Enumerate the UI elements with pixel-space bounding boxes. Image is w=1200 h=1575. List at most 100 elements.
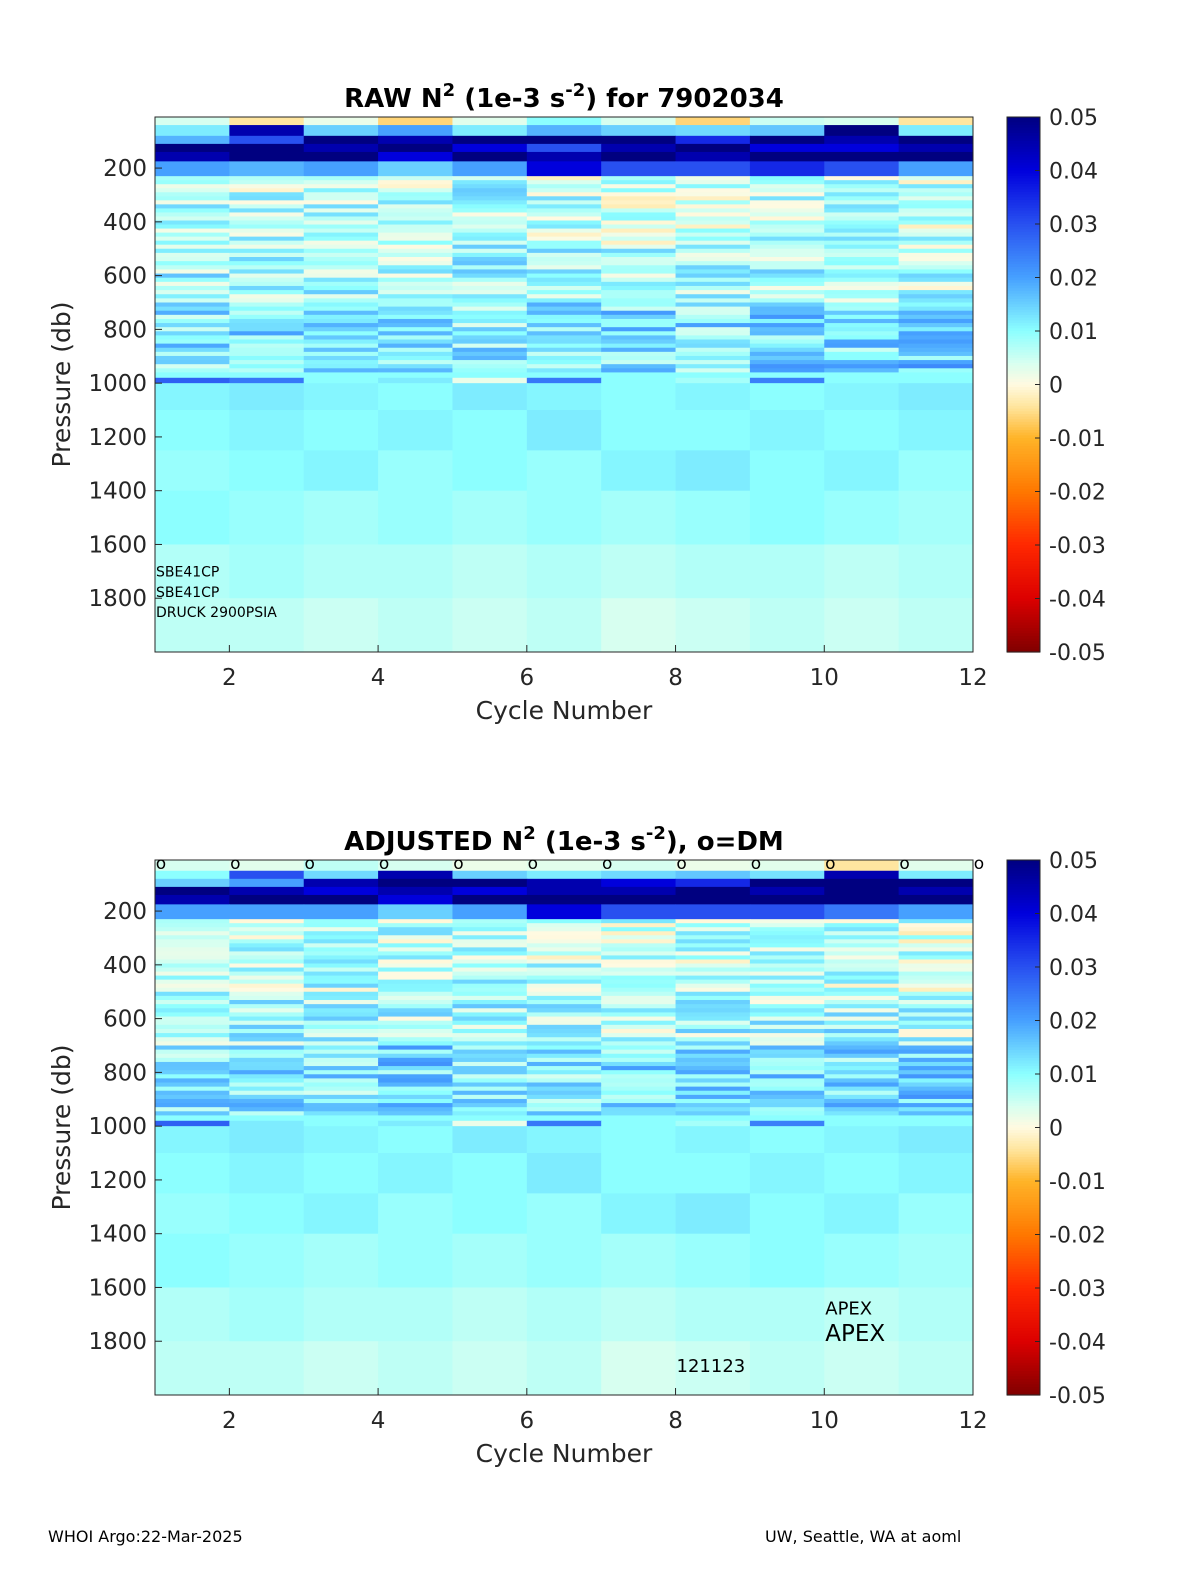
heatmap-cell xyxy=(229,310,305,316)
colorbar-swatch xyxy=(1007,470,1040,474)
colorbar-swatch xyxy=(1007,1325,1040,1329)
colorbar-swatch xyxy=(1007,224,1040,228)
heatmap-cell xyxy=(675,1098,751,1104)
heatmap-cell xyxy=(155,220,230,226)
heatmap-cell xyxy=(601,314,677,320)
heatmap-cell xyxy=(378,176,453,181)
heatmap-cell xyxy=(303,248,379,254)
heatmap-cell xyxy=(452,180,528,185)
chart-panel-adjusted: 2 4 6 8 10 1220040060080010001200140016001800… xyxy=(47,823,1106,1468)
colorbar-swatch xyxy=(1007,932,1040,936)
heatmap-cell xyxy=(601,377,677,384)
heatmap-cell xyxy=(749,208,825,213)
colorbar-swatch xyxy=(1007,427,1040,431)
colorbar-swatch xyxy=(1007,1242,1040,1246)
heatmap-cell xyxy=(675,220,751,226)
heatmap-cell xyxy=(824,1000,900,1005)
colorbar-swatch xyxy=(1007,1378,1040,1383)
colorbar-swatch xyxy=(1007,956,1040,960)
colorbar-swatch xyxy=(1007,1143,1040,1147)
heatmap-cell xyxy=(155,1126,230,1154)
heatmap-cell xyxy=(378,377,453,384)
heatmap-cell xyxy=(749,331,825,336)
heatmap-cell xyxy=(155,987,230,993)
heatmap-cell xyxy=(675,351,751,357)
heatmap-cell xyxy=(378,860,453,872)
heatmap-cell xyxy=(526,963,602,969)
heatmap-cell xyxy=(452,1287,528,1342)
heatmap-cell xyxy=(526,1041,602,1047)
heatmap-cell xyxy=(452,1193,528,1235)
heatmap-cell xyxy=(303,335,379,341)
colorbar-swatch xyxy=(1007,566,1040,570)
colorbar-swatch xyxy=(1007,349,1040,353)
colorbar-swatch xyxy=(1007,988,1040,992)
y-tick-label: 1400 xyxy=(88,1222,147,1248)
heatmap-cell xyxy=(675,1233,751,1288)
heatmap-cell xyxy=(452,273,528,279)
colorbar-swatch xyxy=(1007,1320,1040,1324)
heatmap-cell xyxy=(526,383,602,411)
heatmap-cell xyxy=(824,265,900,270)
heatmap-cell xyxy=(749,314,825,320)
heatmap-cell xyxy=(675,117,751,126)
heatmap-cell xyxy=(824,1037,900,1042)
heatmap-cell xyxy=(452,355,528,361)
colorbar-swatch xyxy=(1007,1207,1040,1212)
heatmap-cell xyxy=(601,987,677,993)
heatmap-cell xyxy=(824,967,900,973)
heatmap-cell xyxy=(155,117,230,126)
heatmap-cell xyxy=(898,331,974,336)
colorbar-swatch xyxy=(1007,298,1040,303)
colorbar-swatch xyxy=(1007,1095,1040,1099)
heatmap-cell xyxy=(601,302,677,308)
colorbar-swatch xyxy=(1007,413,1040,418)
heatmap-cell xyxy=(675,1041,751,1047)
heatmap-cell xyxy=(303,1066,379,1071)
colorbar-swatch xyxy=(1007,360,1040,364)
heatmap-cell xyxy=(452,331,528,336)
heatmap-cell xyxy=(898,923,974,928)
heatmap-cell xyxy=(675,1090,751,1096)
heatmap-cell xyxy=(155,318,230,324)
colorbar-swatch xyxy=(1007,435,1040,439)
heatmap-cell xyxy=(378,1107,453,1112)
colorbar-swatch xyxy=(1007,1100,1040,1105)
heatmap-cell xyxy=(378,228,453,234)
heatmap-cell xyxy=(452,450,528,492)
heatmap-cell xyxy=(675,208,751,213)
colorbar-swatch xyxy=(1007,296,1040,300)
heatmap-cell xyxy=(601,360,677,365)
colorbar-swatch xyxy=(1007,558,1040,562)
colorbar-swatch xyxy=(1007,183,1040,188)
heatmap-cell xyxy=(749,318,825,324)
heatmap-cell xyxy=(898,302,974,308)
heatmap-cell xyxy=(229,1193,305,1235)
heatmap-cell xyxy=(303,975,379,981)
heatmap-cell xyxy=(378,1094,453,1100)
heatmap-cell xyxy=(601,1000,677,1005)
colorbar-swatch xyxy=(1007,301,1040,305)
heatmap-cell xyxy=(824,372,900,379)
colorbar-swatch xyxy=(1007,274,1040,279)
heatmap-cell xyxy=(749,995,825,1001)
heatmap-cell xyxy=(155,294,230,299)
colorbar-swatch xyxy=(1007,1009,1040,1014)
colorbar-swatch xyxy=(1007,940,1040,944)
heatmap-cell xyxy=(675,180,751,185)
heatmap-cell xyxy=(452,1045,528,1051)
heatmap-cell xyxy=(378,180,453,185)
colorbar-swatch xyxy=(1007,261,1040,265)
heatmap-cell xyxy=(229,368,305,373)
heatmap-cell xyxy=(378,991,453,997)
heatmap-cell xyxy=(749,184,825,189)
heatmap-cell xyxy=(675,1037,751,1042)
heatmap-cell xyxy=(898,212,974,217)
colorbar-swatch xyxy=(1007,929,1040,933)
heatmap-cell xyxy=(675,1066,751,1071)
dm-marker: o xyxy=(899,854,909,874)
colorbar-swatch xyxy=(1007,1386,1040,1391)
colorbar-swatch xyxy=(1007,1261,1040,1265)
colorbar-swatch xyxy=(1007,1114,1040,1118)
heatmap-cell xyxy=(749,1126,825,1154)
